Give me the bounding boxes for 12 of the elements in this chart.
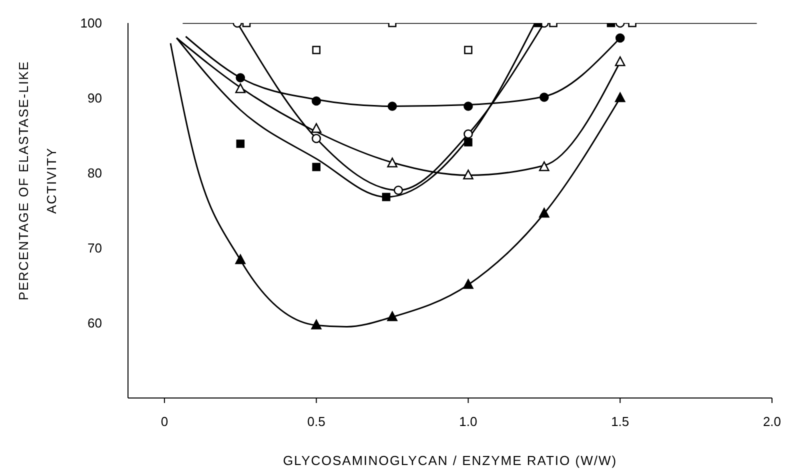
y-axis-title: PERCENTAGE OF ELASTASE-LIKE ACTIVITY: [16, 60, 59, 300]
y-tick-label: 80: [88, 166, 102, 181]
y-tick-label: 60: [88, 316, 102, 331]
y-tick-label: 90: [88, 90, 102, 106]
x-tick-label: 0: [160, 414, 168, 430]
x-axis-title: GLYCOSAMINOGLYCAN / ENZYME RATIO (W/W): [282, 453, 618, 468]
x-tick-label: 2.0: [762, 414, 782, 430]
y-tick-label: 70: [88, 240, 102, 256]
x-tick-label: 0.5: [307, 414, 326, 430]
y-tick-label: 100: [80, 16, 102, 31]
x-tick-label: 1.0: [459, 414, 478, 430]
x-tick-label: 1.5: [611, 414, 630, 430]
